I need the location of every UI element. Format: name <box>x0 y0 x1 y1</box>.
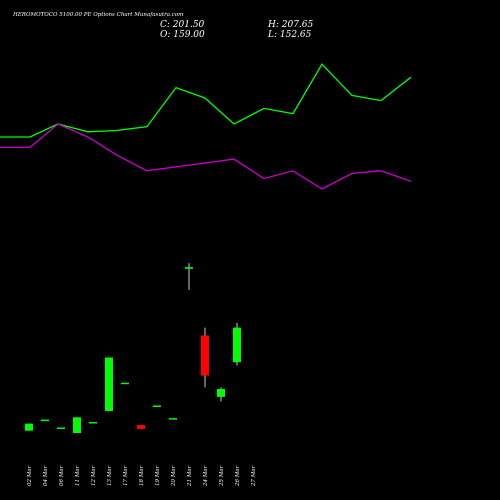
candle <box>201 327 209 388</box>
candle-body <box>105 357 113 411</box>
x-tick-label: 02 Mar <box>27 465 33 486</box>
x-tick-label: 19 Mar <box>155 465 161 486</box>
x-tick-label: 04 Mar <box>43 465 49 486</box>
candle-body <box>57 427 65 429</box>
candle-body <box>153 405 161 407</box>
low-label: L: 152.65 <box>267 30 312 40</box>
x-tick-label: 17 Mar <box>123 465 129 486</box>
candle <box>41 419 49 422</box>
x-axis: 02 Mar 04 Mar 06 Mar 11 Mar 12 Mar 13 Mar 17 M… <box>27 465 257 487</box>
chart-title: HEROMOTOCO 5100.00 PE Options Chart Muna… <box>12 12 183 18</box>
candle <box>121 382 129 385</box>
candle <box>25 423 33 431</box>
candle <box>217 387 225 402</box>
x-tick-label: 21 Mar <box>187 465 193 487</box>
x-tick-label: 06 Mar <box>59 465 65 486</box>
high-label: H: 207.65 <box>267 20 314 30</box>
candle-body <box>73 417 81 433</box>
candle-body <box>41 419 49 422</box>
candle-body <box>137 425 145 429</box>
candle-body <box>217 389 225 397</box>
candle-body <box>121 382 129 385</box>
line-series-1 <box>0 63 412 138</box>
candle-body <box>169 418 177 420</box>
x-tick-label: 24 Mar <box>203 465 209 487</box>
x-tick-label: 20 Mar <box>171 465 177 487</box>
x-tick-label: 18 Mar <box>139 465 145 486</box>
candle-body <box>89 422 97 424</box>
x-tick-label: 12 Mar <box>91 465 97 486</box>
candle <box>73 417 81 433</box>
candle <box>57 427 65 429</box>
candle-body <box>185 267 193 269</box>
x-tick-label: 27 Mar <box>251 465 257 487</box>
candle <box>153 405 161 407</box>
x-tick-label: 26 Mar <box>235 465 241 487</box>
candle-body <box>25 423 33 431</box>
candle <box>105 357 113 411</box>
candle <box>185 263 193 290</box>
x-tick-label: 11 Mar <box>75 465 81 486</box>
candle <box>137 425 145 430</box>
line-series-layer <box>0 63 412 190</box>
candles-layer <box>25 263 241 433</box>
candle <box>89 422 97 424</box>
candle <box>169 418 177 420</box>
open-label: O: 159.00 <box>160 30 205 40</box>
candle-body <box>201 335 209 376</box>
candle <box>233 322 241 366</box>
x-tick-label: 25 Mar <box>219 465 225 487</box>
candle-body <box>233 327 241 363</box>
close-label: C: 201.50 <box>160 20 205 30</box>
line-series-2 <box>0 123 412 190</box>
x-tick-label: 13 Mar <box>107 465 113 486</box>
